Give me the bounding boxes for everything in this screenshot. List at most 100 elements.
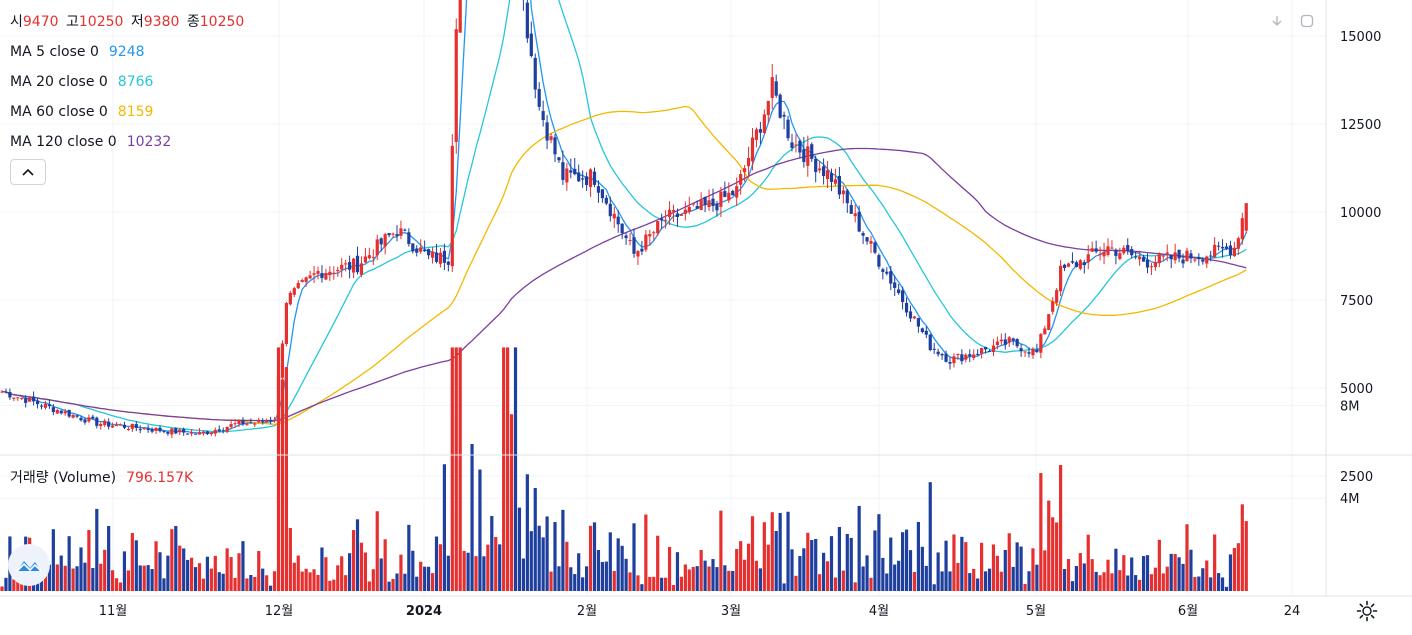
candle-body — [833, 179, 838, 184]
volume-bar — [1145, 555, 1150, 591]
candle-body — [683, 209, 687, 214]
volume-bar — [758, 568, 762, 591]
ma60-legend[interactable]: MA 60 close 0 8159 — [10, 103, 153, 121]
volume-bar — [304, 568, 308, 591]
volume-bar — [1205, 560, 1209, 591]
candle-body — [1023, 351, 1027, 353]
candle-body — [280, 343, 285, 378]
candle-body — [47, 404, 51, 407]
candle-body — [825, 170, 830, 180]
candle-body — [1157, 253, 1161, 264]
volume-bar — [59, 555, 63, 591]
volume-bar — [806, 532, 810, 591]
volume-bar — [178, 545, 182, 591]
candle-body — [458, 0, 462, 33]
volume-bar — [316, 574, 320, 591]
volume-bar — [822, 552, 826, 591]
volume-bar — [581, 577, 585, 591]
volume-bar — [438, 544, 443, 591]
volume-series — [0, 347, 1248, 591]
candle-body — [138, 429, 142, 431]
volume-bar — [1106, 559, 1110, 591]
gear-icon[interactable] — [1356, 600, 1378, 622]
candle-body — [387, 233, 391, 236]
candle-body — [39, 405, 44, 407]
volume-bar — [1047, 500, 1051, 591]
ma5-label: MA 5 close 0 — [10, 44, 99, 60]
volume-bar — [292, 562, 296, 591]
candle-body — [450, 145, 454, 267]
candle-body — [201, 431, 206, 434]
volume-bar — [865, 555, 869, 591]
volume-bar — [1153, 567, 1157, 591]
volume-bar — [533, 488, 537, 591]
ma60-line — [1, 105, 1247, 425]
candle-body — [916, 318, 920, 327]
candle-body — [438, 252, 443, 264]
candle-body — [1051, 301, 1055, 312]
candle-body — [873, 242, 877, 253]
candle-body — [1086, 254, 1090, 263]
volume-bar — [47, 564, 51, 591]
candle-body — [616, 216, 620, 225]
volume-bar — [355, 519, 360, 591]
volume-bar — [873, 530, 877, 591]
volume-bar — [893, 564, 897, 591]
time-tick-label: 11월 — [99, 604, 128, 619]
volume-bar — [458, 347, 462, 591]
volume-bar — [1031, 548, 1035, 591]
candle-body — [822, 166, 826, 176]
candle-body — [628, 240, 632, 242]
candle-body — [442, 250, 446, 263]
volume-bar — [249, 574, 253, 591]
volume-bar — [837, 526, 841, 591]
volume-bar — [908, 550, 913, 591]
collapse-legend-button[interactable] — [10, 159, 46, 185]
volume-bar — [703, 560, 707, 591]
candle-body — [1228, 245, 1233, 256]
candle-body — [711, 198, 715, 207]
price-tick-label: 15000 — [1340, 30, 1381, 45]
candle-body — [178, 429, 182, 433]
reset-chart-button[interactable] — [1296, 10, 1318, 32]
candle-body — [525, 2, 529, 39]
candle-body — [794, 144, 798, 146]
candle-body — [553, 137, 557, 155]
candle-body — [166, 431, 170, 434]
candle-body — [300, 279, 304, 282]
candle-body — [739, 174, 743, 185]
candle-body — [344, 263, 348, 265]
volume-bar — [4, 577, 8, 591]
time-tick-label: 2024 — [406, 604, 442, 619]
volume-bar — [1134, 575, 1138, 591]
scroll-to-latest-button[interactable] — [1266, 10, 1288, 32]
candle-body — [316, 271, 320, 274]
candle-body — [980, 347, 984, 354]
volume-bar — [541, 537, 545, 591]
volume-bar — [466, 552, 470, 591]
volume-bar — [790, 549, 794, 591]
volume-bar — [964, 542, 968, 591]
volume-bar — [1213, 534, 1217, 591]
price-tick-label: 12500 — [1340, 118, 1381, 133]
volume-bar — [727, 570, 731, 591]
candle-body — [407, 232, 411, 244]
volume-bar — [588, 525, 593, 591]
candle-body — [561, 162, 565, 180]
ma120-legend[interactable]: MA 120 close 0 10232 — [10, 133, 171, 151]
volume-bar — [87, 530, 91, 591]
volume-bar — [991, 544, 996, 591]
volume-bar — [699, 549, 703, 591]
candle-body — [675, 213, 680, 217]
candle-body — [158, 427, 162, 432]
volume-bar — [960, 536, 964, 591]
volume-bar — [170, 529, 174, 591]
candle-body — [363, 256, 367, 263]
ma20-legend[interactable]: MA 20 close 0 8766 — [10, 73, 153, 91]
volume-bar — [833, 577, 838, 591]
candle-body — [379, 238, 383, 245]
candle-body — [814, 158, 818, 173]
ma5-legend[interactable]: MA 5 close 0 9248 — [10, 43, 145, 61]
candle-body — [541, 111, 545, 121]
